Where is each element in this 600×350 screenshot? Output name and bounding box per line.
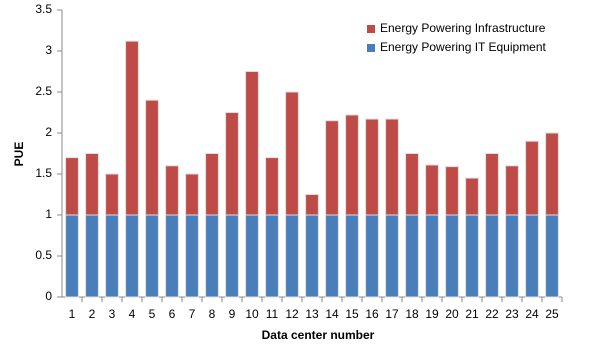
bar-segment <box>265 157 279 216</box>
x-tick-label: 1 <box>69 307 76 321</box>
bar-segment <box>125 40 139 216</box>
bar-segment <box>325 120 339 216</box>
bar-segment <box>225 112 239 216</box>
x-tick-label: 4 <box>129 307 136 321</box>
x-tick-label: 12 <box>285 307 299 321</box>
x-tick-label: 7 <box>189 307 196 321</box>
bar-segment <box>185 214 199 298</box>
bar-segment <box>465 214 479 298</box>
x-axis-title: Data center number <box>262 328 375 342</box>
x-tick-label: 2 <box>89 307 96 321</box>
bar-segment <box>545 132 559 216</box>
bar-segment <box>245 214 259 298</box>
bar-segment <box>545 214 559 298</box>
bar-segment <box>385 214 399 298</box>
bar-segment <box>505 214 519 298</box>
x-tick-label: 20 <box>445 307 459 321</box>
bar-segment <box>465 177 479 216</box>
x-tick-label: 3 <box>109 307 116 321</box>
legend-swatch <box>367 25 375 33</box>
x-tick-label: 17 <box>385 307 399 321</box>
x-tick-label: 24 <box>525 307 539 321</box>
bar-segment <box>405 153 419 216</box>
bar-segment <box>65 157 79 216</box>
bar-segment <box>325 214 339 298</box>
bar-segment <box>145 214 159 298</box>
bar-segment <box>105 214 119 298</box>
y-tick-label: 3 <box>45 43 52 57</box>
x-tick-label: 19 <box>425 307 439 321</box>
bar-segment <box>425 214 439 298</box>
x-tick-label: 10 <box>245 307 259 321</box>
x-tick-label: 18 <box>405 307 419 321</box>
bar-segment <box>445 214 459 298</box>
x-tick-label: 25 <box>545 307 559 321</box>
x-tick-label: 21 <box>465 307 479 321</box>
x-tick-label: 9 <box>229 307 236 321</box>
bar-segment <box>345 114 359 216</box>
bar-segment <box>205 153 219 216</box>
bar-segment <box>225 214 239 298</box>
y-tick-label: 0.5 <box>35 248 52 262</box>
bar-segment <box>245 71 259 216</box>
bar-segment <box>185 173 199 216</box>
bar-segment <box>305 194 319 216</box>
y-tick-label: 2.5 <box>35 84 52 98</box>
legend-label: Energy Powering Infrastructure <box>380 21 546 35</box>
x-tick-label: 8 <box>209 307 216 321</box>
x-tick-label: 13 <box>305 307 319 321</box>
y-axis-title: PUE <box>12 142 26 167</box>
bar-segment <box>105 173 119 216</box>
bar-segment <box>145 99 159 216</box>
x-tick-label: 14 <box>325 307 339 321</box>
bar-segment <box>525 214 539 298</box>
bar-segment <box>265 214 279 298</box>
bar-segment <box>445 166 459 216</box>
x-tick-label: 16 <box>365 307 379 321</box>
legend-swatch <box>367 44 375 52</box>
bar-segment <box>505 165 519 216</box>
y-tick-label: 1.5 <box>35 166 52 180</box>
bar-segment <box>85 214 99 298</box>
x-tick-label: 23 <box>505 307 519 321</box>
bar-segment <box>65 214 79 298</box>
x-tick-label: 15 <box>345 307 359 321</box>
legend-label: Energy Powering IT Equipment <box>380 40 547 54</box>
x-tick-label: 22 <box>485 307 499 321</box>
bar-segment <box>345 214 359 298</box>
bar-segment <box>85 153 99 216</box>
bar-segment <box>425 164 439 216</box>
y-tick-label: 0 <box>45 289 52 303</box>
bar-segment <box>485 153 499 216</box>
y-tick-label: 1 <box>45 207 52 221</box>
y-tick-label: 2 <box>45 125 52 139</box>
bar-segment <box>365 118 379 216</box>
y-tick-label: 3.5 <box>35 2 52 16</box>
bar-segment <box>205 214 219 298</box>
x-tick-label: 6 <box>169 307 176 321</box>
x-tick-label: 11 <box>266 307 279 321</box>
bar-segment <box>385 118 399 216</box>
bar-segment <box>365 214 379 298</box>
bar-segment <box>285 91 299 216</box>
bar-segment <box>285 214 299 298</box>
x-tick-label: 5 <box>149 307 156 321</box>
bar-segment <box>405 214 419 298</box>
bar-segment <box>525 140 539 216</box>
bar-segment <box>125 214 139 298</box>
bar-segment <box>485 214 499 298</box>
bar-segment <box>305 214 319 298</box>
bar-segment <box>165 165 179 216</box>
bar-segment <box>165 214 179 298</box>
